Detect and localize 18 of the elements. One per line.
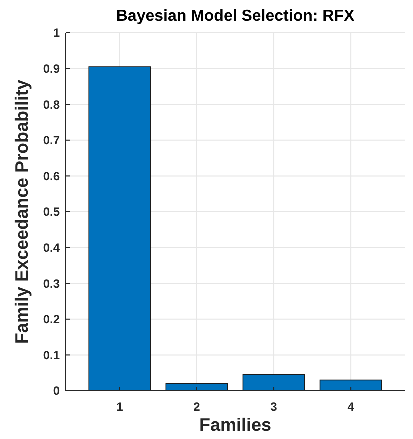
chart-title: Bayesian Model Selection: RFX xyxy=(116,8,355,25)
y-tick-label: 0.2 xyxy=(43,312,60,327)
y-tick-label: 0.3 xyxy=(43,276,60,291)
y-tick-label: 0.8 xyxy=(43,98,60,112)
y-tick-label: 1 xyxy=(53,26,60,40)
x-tick-label: 2 xyxy=(194,400,201,414)
y-axis-title: Family Exceedance Probability xyxy=(12,80,32,344)
y-tick-label: 0 xyxy=(53,384,60,398)
x-axis-title: Families xyxy=(199,415,272,435)
x-tick-label: 4 xyxy=(348,400,355,414)
y-tick-label: 0.7 xyxy=(43,134,60,148)
y-tick-label: 0.9 xyxy=(43,62,60,76)
x-tick-label: 3 xyxy=(270,400,278,414)
y-tick-label: 0.4 xyxy=(43,241,60,255)
y-tick-label: 0.6 xyxy=(43,169,60,184)
x-tick-label: 1 xyxy=(116,400,124,414)
y-tick-label: 0.1 xyxy=(43,348,60,362)
y-tick-label: 0.5 xyxy=(43,205,60,220)
